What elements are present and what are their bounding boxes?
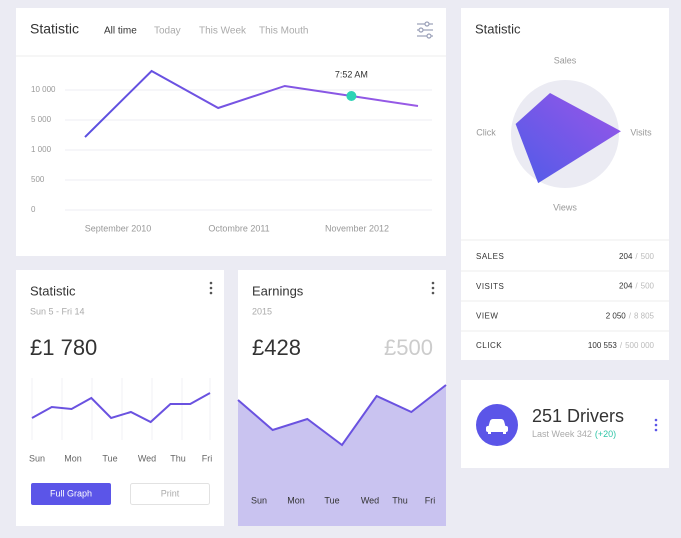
x-tick-label: Tue: [102, 453, 117, 463]
x-tick-label: November 2012: [325, 223, 389, 233]
y-tick-label: 10 000: [31, 85, 56, 94]
button[interactable]: [130, 483, 210, 505]
button-label[interactable]: Print: [161, 488, 180, 498]
radar-label: Click: [476, 127, 496, 137]
area: [238, 385, 446, 526]
x-tick-label: Octombre 2011: [208, 223, 269, 233]
tab[interactable]: This Week: [199, 26, 247, 37]
drivers-sub: Last Week 342 (+20): [532, 429, 616, 439]
radar-label: Views: [553, 202, 577, 212]
x-tick-label: Thu: [170, 453, 186, 463]
y-tick-label: 1 000: [31, 145, 52, 154]
row-value: 2 050/8 805: [606, 312, 655, 321]
row-value: 100 553/500 000: [588, 341, 655, 350]
row-value: 204/500: [619, 282, 654, 291]
subtitle: 2015: [252, 306, 272, 316]
row-value: 204/500: [619, 252, 654, 261]
title: Earnings: [252, 283, 304, 298]
amount: £1 780: [30, 335, 97, 360]
x-tick-label: Thu: [392, 495, 408, 505]
drivers-count: 251 Drivers: [532, 406, 624, 426]
filter-icon[interactable]: [417, 21, 433, 39]
row-label: CLICK: [476, 341, 502, 350]
x-tick-label: Mon: [287, 495, 305, 505]
x-tick-label: Wed: [138, 453, 156, 463]
title: Statistic: [30, 283, 76, 298]
row-total: 500 000: [625, 341, 654, 350]
x-tick-label: September 2010: [85, 223, 152, 233]
separator: /: [635, 282, 638, 291]
menu-icon[interactable]: [654, 418, 658, 432]
menu-icon[interactable]: [431, 281, 435, 295]
x-tick-label: Tue: [324, 495, 339, 505]
separator: /: [629, 312, 632, 321]
y-tick-label: 500: [31, 175, 45, 184]
highlight-point: [346, 91, 357, 101]
x-tick-label: Sun: [29, 453, 45, 463]
x-tick-label: Wed: [361, 495, 379, 505]
y-tick-label: 0: [31, 205, 36, 214]
row-total: 500: [641, 252, 655, 261]
annotation: 7:52 AM: [335, 69, 368, 79]
y-tick-label: 5 000: [31, 115, 52, 124]
tab[interactable]: Today: [154, 26, 181, 37]
card: [16, 8, 446, 256]
title: Statistic: [475, 21, 521, 36]
car-icon: [486, 419, 508, 434]
line: [31, 392, 211, 424]
x-tick-label: Mon: [64, 453, 82, 463]
x-tick-label: Fri: [425, 495, 436, 505]
row-label: SALES: [476, 252, 504, 261]
row-total: 8 805: [634, 312, 655, 321]
tab[interactable]: This Mouth: [259, 26, 308, 37]
line: [84, 69, 419, 138]
subtitle: Sun 5 - Fri 14: [30, 306, 85, 316]
drivers-sub: Last Week 342: [532, 429, 592, 439]
row-value: 100 553: [588, 341, 617, 350]
tab[interactable]: All time: [104, 26, 137, 37]
menu-icon[interactable]: [209, 281, 213, 295]
radar-area: [515, 92, 621, 184]
target: £500: [384, 335, 433, 360]
title: Statistic: [30, 21, 79, 37]
separator: /: [620, 341, 623, 350]
radar-label: Visits: [630, 127, 652, 137]
radar-label: Sales: [554, 55, 577, 65]
row-label: VIEW: [476, 312, 498, 321]
button[interactable]: [31, 483, 111, 505]
amount: £428: [252, 335, 301, 360]
row-value: 204: [619, 252, 633, 261]
row-value: 2 050: [606, 312, 627, 321]
line: [237, 384, 447, 447]
x-tick-label: Fri: [202, 453, 213, 463]
row-label: VISITS: [476, 282, 504, 291]
x-tick-label: Sun: [251, 495, 267, 505]
row-value: 204: [619, 282, 633, 291]
button-label[interactable]: Full Graph: [50, 488, 92, 498]
drivers-change: (+20): [595, 429, 616, 439]
row-total: 500: [641, 282, 655, 291]
separator: /: [635, 252, 638, 261]
